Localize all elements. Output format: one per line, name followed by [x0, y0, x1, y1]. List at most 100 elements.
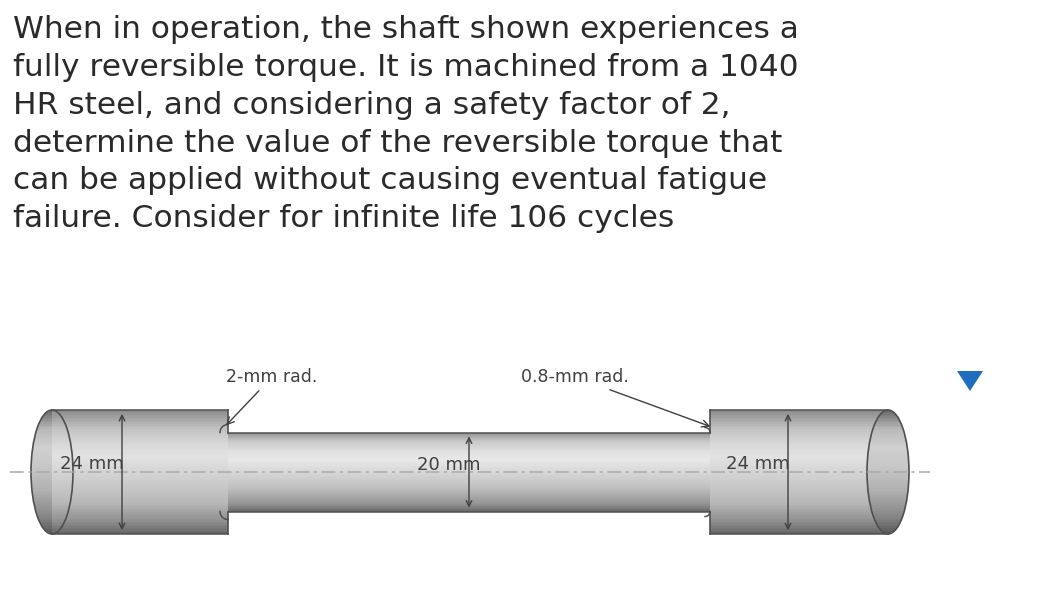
Bar — [710, 506, 888, 508]
Bar — [710, 437, 888, 438]
Bar — [52, 518, 228, 520]
Bar — [52, 520, 228, 522]
Bar — [710, 446, 888, 447]
Bar — [869, 441, 906, 443]
Bar — [52, 443, 228, 444]
Bar — [52, 502, 228, 503]
Bar — [710, 429, 888, 430]
Bar — [52, 492, 228, 494]
Bar — [228, 462, 710, 463]
Bar — [710, 449, 888, 450]
Bar — [710, 518, 888, 520]
Bar — [710, 486, 888, 488]
Bar — [710, 503, 888, 505]
Bar — [52, 458, 228, 460]
Bar — [872, 433, 905, 435]
Bar — [710, 441, 888, 443]
Bar — [710, 509, 888, 511]
Bar — [874, 427, 903, 429]
Bar — [228, 485, 710, 486]
Bar — [228, 473, 710, 474]
Bar — [873, 429, 903, 430]
Bar — [710, 413, 888, 414]
Bar — [710, 508, 888, 509]
Bar — [878, 418, 899, 419]
Bar — [710, 432, 888, 433]
Bar — [870, 435, 905, 437]
Bar — [710, 447, 888, 449]
Bar — [867, 481, 909, 483]
Bar — [869, 444, 907, 446]
Bar — [37, 429, 67, 430]
Text: 2-mm rad.: 2-mm rad. — [227, 368, 318, 424]
Bar — [868, 446, 907, 447]
Bar — [228, 451, 710, 453]
Bar — [52, 499, 228, 500]
Text: 24 mm: 24 mm — [726, 455, 790, 473]
Bar — [710, 505, 888, 506]
Bar — [877, 419, 900, 421]
Bar — [710, 435, 888, 437]
Bar — [228, 475, 710, 476]
Bar — [31, 469, 73, 470]
Bar — [52, 528, 228, 529]
Bar — [710, 455, 888, 456]
Bar — [52, 523, 228, 525]
Bar — [710, 473, 888, 475]
Bar — [52, 416, 228, 418]
Bar — [228, 502, 710, 503]
Bar — [228, 461, 710, 462]
Bar — [52, 531, 228, 532]
Bar — [31, 481, 73, 483]
Bar — [710, 484, 888, 486]
Bar — [710, 528, 888, 529]
Bar — [710, 499, 888, 500]
Bar — [867, 463, 909, 464]
Bar — [869, 443, 907, 444]
Bar — [710, 476, 888, 478]
Bar — [52, 440, 228, 441]
Bar — [710, 450, 888, 452]
Bar — [710, 522, 888, 523]
Bar — [228, 471, 710, 472]
Bar — [876, 421, 900, 422]
Bar — [882, 411, 893, 413]
Bar — [52, 489, 228, 491]
Bar — [868, 495, 907, 497]
Bar — [52, 484, 228, 486]
Bar — [228, 480, 710, 481]
Bar — [49, 532, 55, 534]
Bar — [228, 459, 710, 460]
Bar — [873, 512, 904, 514]
Bar — [52, 514, 228, 515]
Bar — [867, 466, 909, 467]
Bar — [52, 529, 228, 531]
Bar — [34, 435, 69, 437]
Bar — [885, 532, 891, 534]
Bar — [710, 427, 888, 429]
Bar — [870, 506, 905, 508]
Bar — [52, 414, 228, 416]
Bar — [52, 450, 228, 452]
Bar — [52, 522, 228, 523]
Bar — [31, 458, 72, 460]
Bar — [52, 446, 228, 447]
Bar — [710, 500, 888, 502]
Bar — [228, 469, 710, 470]
Bar — [52, 444, 228, 446]
Bar — [878, 525, 899, 526]
Bar — [52, 456, 228, 458]
Bar — [41, 419, 64, 421]
Bar — [228, 486, 710, 487]
Bar — [710, 526, 888, 528]
Bar — [868, 452, 908, 453]
Bar — [34, 506, 69, 508]
Bar — [867, 486, 908, 488]
Bar — [710, 492, 888, 494]
Bar — [31, 456, 72, 458]
Bar — [228, 441, 710, 442]
Bar — [228, 510, 710, 511]
Bar — [880, 528, 897, 529]
Bar — [710, 512, 888, 514]
Bar — [31, 488, 72, 489]
